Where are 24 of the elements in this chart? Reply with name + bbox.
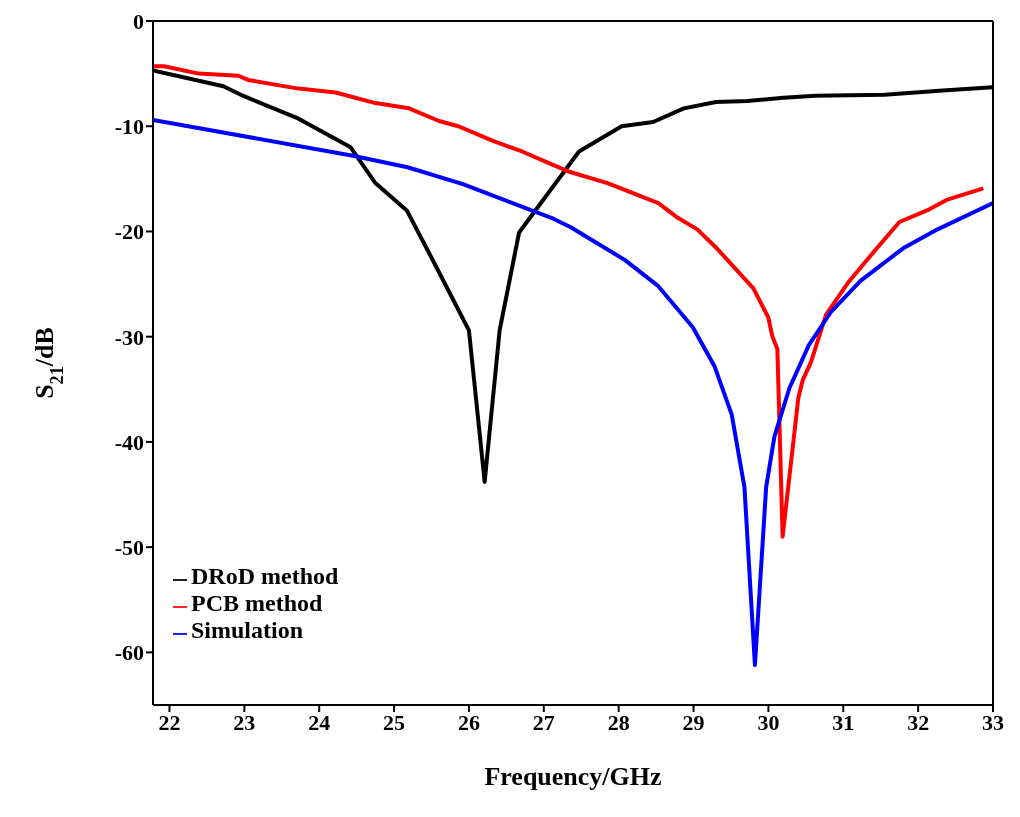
y-tick-label: -50 xyxy=(114,534,144,560)
y-tick-label: -30 xyxy=(114,324,144,350)
y-tick-label: -60 xyxy=(114,640,144,666)
legend-label: Simulation xyxy=(191,617,304,643)
x-axis-title: Frequency/GHz xyxy=(484,762,662,791)
legend-label: DRoD method xyxy=(191,563,339,589)
y-tick-label: -10 xyxy=(114,114,144,140)
legend-label: PCB method xyxy=(191,590,323,616)
x-tick-label: 22 xyxy=(158,709,181,735)
x-tick-label: 27 xyxy=(532,709,555,735)
x-tick-label: 30 xyxy=(757,709,780,735)
y-tick-label: -40 xyxy=(114,429,144,455)
x-tick-label: 32 xyxy=(907,709,930,735)
x-tick-label: 28 xyxy=(607,709,630,735)
line-series xyxy=(153,117,993,668)
x-tick-label: 23 xyxy=(233,709,256,735)
x-tick-label: 25 xyxy=(383,709,406,735)
x-tick-label: 31 xyxy=(832,709,855,735)
x-tick-label: 29 xyxy=(682,709,705,735)
x-tick-label: 24 xyxy=(308,709,331,735)
y-tick-label: 0 xyxy=(133,8,144,34)
x-tick-label: 33 xyxy=(982,709,1004,735)
x-tick-label: 26 xyxy=(457,709,480,735)
y-tick-label: -20 xyxy=(114,219,144,245)
